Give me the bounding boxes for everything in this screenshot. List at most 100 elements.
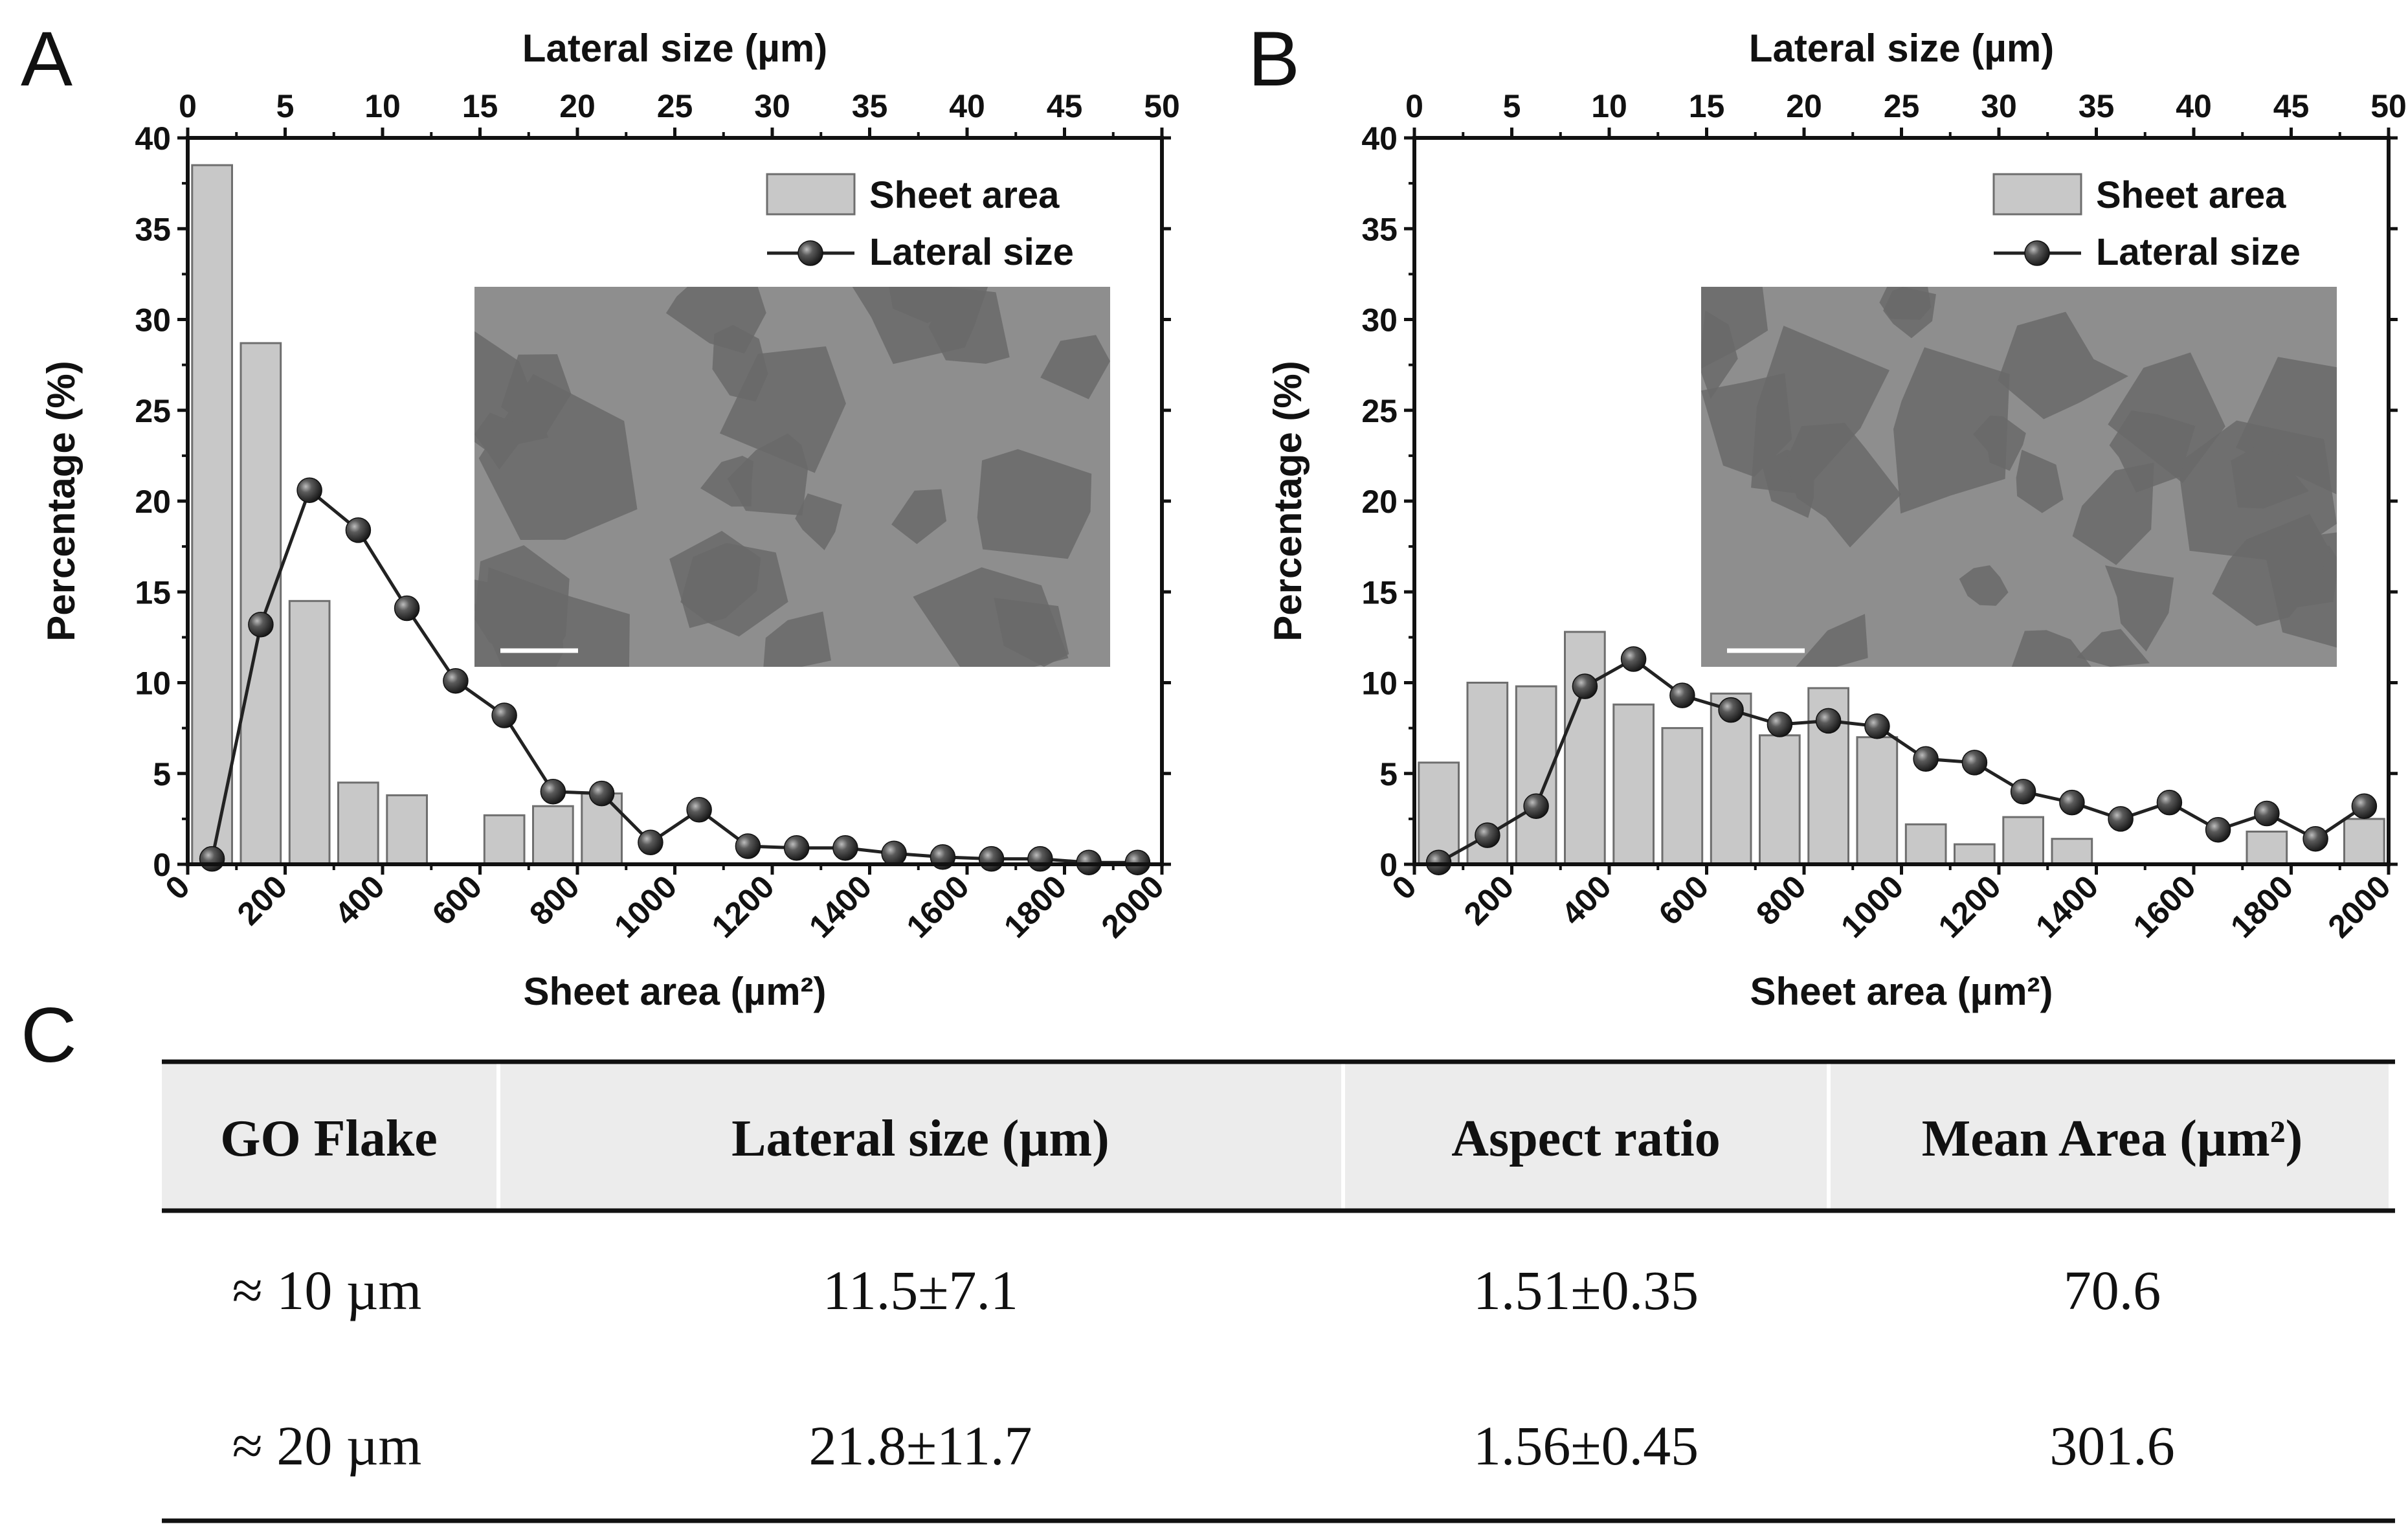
bar-sheet-area: [1612, 703, 1655, 866]
point-lateral-size: [345, 517, 372, 543]
table-cell-r1-go-flake: ≈ 10 µm: [232, 1259, 422, 1321]
point-lateral-size: [1523, 793, 1549, 819]
x-tick-label: 2000: [2321, 868, 2398, 945]
point-lateral-size: [540, 779, 566, 805]
x2-tick-label: 20: [559, 88, 596, 124]
inset-flake: [2231, 447, 2309, 509]
point-lateral-size: [1669, 682, 1695, 708]
x-tick-label: 600: [425, 868, 489, 932]
table-header-mean-area: Mean Area (µm²): [1922, 1110, 2302, 1167]
x-tick-label: 1800: [997, 868, 1073, 945]
point-lateral-size: [686, 797, 712, 823]
point-lateral-size: [1961, 750, 1988, 776]
point-lateral-size: [735, 833, 761, 859]
bar-sheet-area: [288, 599, 331, 866]
bar-sheet-area: [2051, 838, 2093, 866]
x2-tick-label: 35: [852, 88, 888, 124]
y-tick-label: 20: [1361, 484, 1398, 520]
inset-flake: [2016, 449, 2064, 513]
y-tick-label: 15: [1361, 574, 1398, 611]
y-tick-label: 10: [1361, 666, 1398, 702]
x2-tick-label: 25: [1884, 88, 1920, 124]
y-tick-label: 40: [135, 120, 171, 157]
x-tick-label: 2000: [1095, 868, 1171, 945]
inset-flake: [795, 493, 842, 550]
point-lateral-size: [1572, 673, 1598, 699]
bar-sheet-area: [1856, 736, 1899, 866]
x-tick-label: 400: [1554, 868, 1618, 932]
inset-flake: [1786, 423, 1901, 548]
x2-tick-label: 0: [179, 88, 197, 124]
bar-sheet-area: [532, 805, 574, 866]
x-tick-label: 1600: [900, 868, 976, 945]
y-axis-title: Percentage (%): [39, 361, 83, 641]
point-lateral-size: [2108, 806, 2134, 832]
x2-tick-label: 15: [462, 88, 498, 124]
y-tick-label: 0: [1379, 847, 1398, 883]
inset-flake: [727, 433, 808, 516]
bar-sheet-area: [2343, 818, 2385, 866]
point-lateral-size: [2205, 816, 2231, 843]
legend-marker-swatch: [797, 240, 823, 266]
bar-sheet-area: [1954, 843, 1996, 866]
table-cell-r2-mean-area: 301.6: [2049, 1415, 2175, 1477]
x2-tick-label: 30: [1981, 88, 2017, 124]
y-tick-label: 10: [135, 666, 171, 702]
x-tick-label: 200: [230, 868, 295, 932]
legend-bar-swatch: [1992, 173, 2082, 216]
inset-flake: [2212, 513, 2330, 626]
table-header-background: [162, 1062, 2389, 1211]
bar-sheet-area: [337, 781, 379, 866]
inset-flake: [977, 449, 1092, 559]
x2-tick-label: 50: [2370, 88, 2407, 124]
panel-label-a: A: [21, 16, 72, 102]
table-header-go-flake: GO Flake: [220, 1110, 438, 1167]
inset-micrograph: [1701, 287, 2337, 667]
table-cell-r1-aspect-ratio: 1.51±0.35: [1473, 1259, 1699, 1321]
point-lateral-size: [1767, 711, 1793, 737]
inset-flake: [2076, 629, 2150, 667]
legend-marker-swatch: [2024, 240, 2050, 266]
point-lateral-size: [1718, 697, 1744, 723]
x2-tick-label: 40: [2176, 88, 2212, 124]
x2-tick-label: 20: [1786, 88, 1822, 124]
point-lateral-size: [2010, 779, 2036, 805]
point-lateral-size: [2156, 789, 2183, 816]
bar-sheet-area: [1564, 631, 1606, 866]
table-cell-r2-aspect-ratio: 1.56±0.45: [1473, 1415, 1699, 1477]
x-tick-label: 1400: [2029, 868, 2105, 945]
point-lateral-size: [2302, 825, 2328, 852]
table-cell-r1-mean-area: 70.6: [2064, 1259, 2161, 1321]
x2-tick-label: 40: [949, 88, 985, 124]
point-lateral-size: [394, 595, 420, 622]
y-tick-label: 35: [1361, 211, 1398, 247]
inset-flake: [2011, 630, 2091, 667]
point-lateral-size: [2351, 793, 2378, 819]
point-lateral-size: [248, 611, 274, 638]
y-tick-label: 20: [135, 484, 171, 520]
x-tick-label: 1600: [2126, 868, 2203, 945]
legend-bar-swatch: [766, 173, 856, 216]
point-lateral-size: [1620, 646, 1647, 672]
point-lateral-size: [881, 840, 907, 866]
x-tick-label: 1400: [802, 868, 878, 945]
inset-flake: [2105, 565, 2174, 652]
y-tick-label: 5: [153, 756, 171, 792]
x2-tick-label: 45: [2273, 88, 2310, 124]
point-lateral-size: [1864, 713, 1890, 739]
x-tick-label: 200: [1457, 868, 1521, 932]
x2-tick-label: 5: [1503, 88, 1521, 124]
x-axis-title: Sheet area (µm²): [1750, 970, 2053, 1013]
panel-label-c: C: [21, 992, 77, 1079]
inset-flake: [1973, 415, 2026, 471]
y-tick-label: 30: [135, 302, 171, 339]
inset-flake: [712, 324, 768, 402]
inset-flake: [913, 567, 1069, 667]
legend-label-lateral-size: Lateral size: [869, 231, 1074, 273]
x2-tick-label: 10: [1591, 88, 1627, 124]
x2-tick-label: 35: [2079, 88, 2115, 124]
inset-flake: [501, 354, 572, 439]
table-header-aspect-ratio: Aspect ratio: [1451, 1110, 1720, 1167]
legend-label-lateral-size: Lateral size: [2096, 231, 2301, 273]
